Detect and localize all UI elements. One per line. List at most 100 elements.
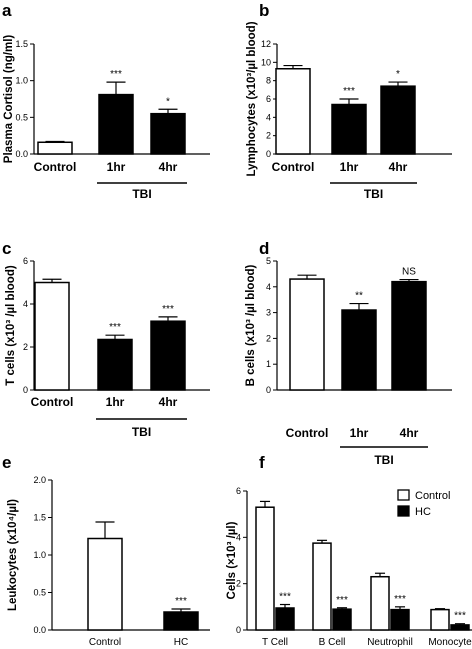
significance-label: *** bbox=[454, 611, 466, 622]
bar bbox=[312, 542, 332, 631]
y-tick-label: 8 bbox=[266, 76, 271, 86]
bar bbox=[98, 93, 134, 155]
panel-d: 0 1 2 3 4 5 B cells (x10³ /µl blood)d Control **… bbox=[245, 239, 452, 467]
bar bbox=[37, 141, 73, 155]
y-tick-label: 0.5 bbox=[33, 588, 46, 598]
bar bbox=[391, 280, 427, 391]
significance-label: *** bbox=[279, 592, 291, 603]
x-tick-label: Monocyte bbox=[428, 637, 472, 648]
bar bbox=[341, 309, 377, 391]
panel-e: 0.0 0.5 1.0 1.5 2.0 Leukocytes (x10⁴/µl) e Cont… bbox=[2, 453, 210, 648]
y-tick-label: 0 bbox=[266, 385, 271, 395]
panel-label: d bbox=[259, 239, 269, 258]
panel-f: 0 2 4 6 Cells (×10³ /µl) f *** T Cell *** B Cell *… bbox=[226, 453, 472, 648]
y-tick-label: 2 bbox=[266, 131, 271, 141]
x-tick-label: Control bbox=[34, 160, 77, 174]
y-tick-label: 0 bbox=[266, 149, 271, 159]
y-tick-label: 4 bbox=[266, 112, 271, 122]
x-tick-label: 1hr bbox=[107, 160, 126, 174]
significance-label: * bbox=[396, 69, 400, 80]
significance-label: *** bbox=[336, 595, 348, 606]
y-tick-label: 0 bbox=[236, 625, 241, 635]
x-tick-label: Neutrophil bbox=[367, 637, 413, 648]
x-tick-label: B Cell bbox=[319, 637, 346, 648]
panel-label: f bbox=[259, 453, 265, 472]
significance-label: NS bbox=[402, 267, 416, 278]
y-tick-label: 0 bbox=[23, 385, 28, 395]
y-tick-label: 1.5 bbox=[15, 39, 28, 49]
y-tick-label: 10 bbox=[261, 57, 271, 67]
bar bbox=[150, 112, 186, 155]
y-tick-label: 0.0 bbox=[15, 149, 28, 159]
y-tick-label: 5 bbox=[266, 256, 271, 266]
y-tick-label: 0.5 bbox=[15, 112, 28, 122]
panel-c: 0 2 4 6 T cells (x10³ /µl blood) c Control *** 1… bbox=[2, 239, 210, 439]
y-axis-label: Plasma Cortisol (ng/ml) bbox=[3, 35, 15, 164]
bar bbox=[370, 575, 390, 631]
legend-swatch bbox=[397, 505, 410, 517]
y-tick-label: 2 bbox=[266, 333, 271, 343]
y-tick-label: 6 bbox=[23, 256, 28, 266]
group-label: TBI bbox=[132, 187, 151, 201]
x-tick-label: 1hr bbox=[340, 160, 359, 174]
significance-label: *** bbox=[343, 86, 355, 97]
y-axis-label: Cells (×10³ /µl) bbox=[226, 521, 238, 599]
bar bbox=[380, 85, 416, 155]
y-tick-label: 4 bbox=[236, 532, 241, 542]
bar bbox=[289, 278, 325, 391]
x-tick-label: 4hr bbox=[400, 426, 419, 440]
x-tick-label: Control bbox=[286, 426, 329, 440]
group-label: TBI bbox=[364, 187, 383, 201]
bar bbox=[332, 608, 352, 631]
x-tick-label: 1hr bbox=[350, 426, 369, 440]
y-tick-label: 2.0 bbox=[33, 475, 46, 485]
x-tick-label: 4hr bbox=[389, 160, 408, 174]
bar bbox=[450, 624, 470, 631]
x-tick-label: 4hr bbox=[159, 395, 178, 409]
x-tick-label: T Cell bbox=[262, 637, 288, 648]
y-tick-label: 3 bbox=[266, 308, 271, 318]
legend-label: Control bbox=[415, 490, 450, 502]
y-tick-label: 6 bbox=[266, 94, 271, 104]
significance-label: ** bbox=[355, 291, 363, 302]
x-tick-label: HC bbox=[174, 637, 188, 648]
bar bbox=[390, 608, 410, 631]
significance-label: *** bbox=[394, 594, 406, 605]
y-axis-label: B cells (x10³ /µl blood) bbox=[245, 265, 257, 387]
group-label: TBI bbox=[374, 453, 393, 467]
y-tick-label: 1 bbox=[266, 359, 271, 369]
y-tick-label: 1.0 bbox=[33, 550, 46, 560]
bar bbox=[331, 103, 367, 155]
panel-label: e bbox=[2, 453, 11, 472]
group-label: TBI bbox=[132, 425, 151, 439]
significance-label: *** bbox=[110, 69, 122, 80]
panel-label: b bbox=[259, 1, 269, 20]
panel-label: c bbox=[2, 239, 11, 258]
y-tick-label: 6 bbox=[236, 486, 241, 496]
bar bbox=[150, 320, 186, 391]
y-tick-label: 2 bbox=[236, 579, 241, 589]
x-tick-label: Control bbox=[31, 395, 74, 409]
x-tick-label: 4hr bbox=[159, 160, 178, 174]
panel-label: a bbox=[2, 1, 12, 20]
x-tick-label: Control bbox=[89, 637, 121, 648]
legend-swatch bbox=[397, 489, 410, 501]
bar bbox=[87, 537, 123, 631]
y-axis-label: Leukocytes (x10⁴/µl) bbox=[7, 499, 19, 611]
bar bbox=[255, 506, 275, 631]
significance-label: *** bbox=[109, 322, 121, 333]
y-tick-label: 4 bbox=[266, 282, 271, 292]
y-axis-label: Lymphocytes (x10³/µl blood) bbox=[246, 21, 258, 176]
bar bbox=[275, 68, 311, 155]
bar bbox=[163, 611, 199, 631]
bar bbox=[97, 338, 133, 391]
significance-label: *** bbox=[162, 304, 174, 315]
bar bbox=[275, 607, 295, 631]
y-tick-label: 0.0 bbox=[33, 625, 46, 635]
y-tick-label: 1.0 bbox=[15, 76, 28, 86]
significance-label: * bbox=[166, 96, 170, 107]
x-tick-label: 1hr bbox=[106, 395, 125, 409]
